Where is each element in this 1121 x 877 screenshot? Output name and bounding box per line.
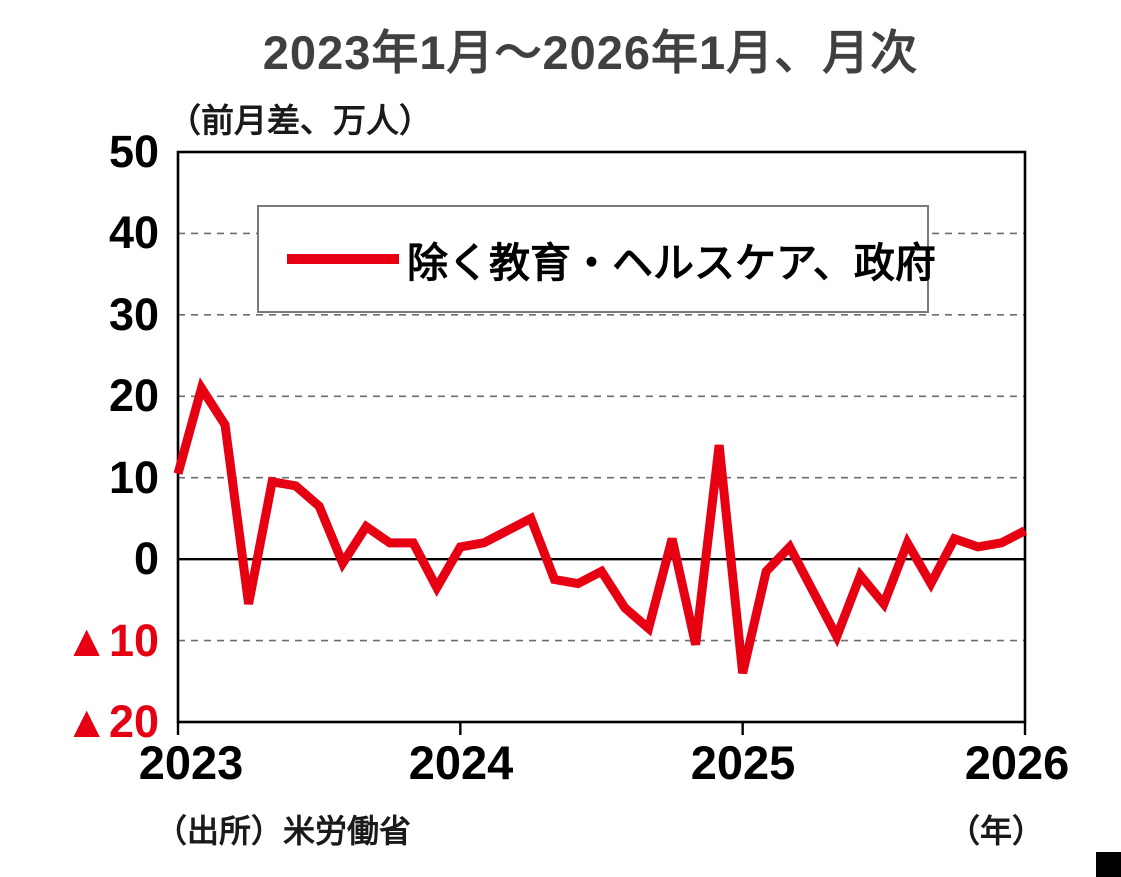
legend-series-label: 除く教育・ヘルスケア、政府 [407, 240, 936, 286]
chart-title: 2023年1月～2026年1月、月次 [262, 26, 919, 79]
legend-line-sample-icon [287, 254, 399, 264]
y-tick-label: 30 [108, 289, 159, 340]
y-tick-label-negative: ▲20 [64, 696, 159, 747]
y-tick-label: 50 [108, 126, 159, 177]
y-tick-label-negative: ▲10 [64, 615, 159, 666]
y-tick-label: 40 [108, 207, 159, 258]
y-tick-label: 10 [108, 452, 159, 503]
x-tick-label: 2026 [964, 736, 1070, 789]
y-axis-unit-label: （前月差、万人） [168, 102, 432, 139]
chart-legend: 除く教育・ヘルスケア、政府 [257, 205, 936, 313]
x-tick-label: 2024 [408, 736, 514, 789]
plot-border [176, 150, 1027, 724]
x-axis-unit-label: （年） [948, 813, 1045, 849]
data-series-line [173, 377, 1028, 675]
corner-mark [1096, 852, 1121, 877]
x-tick-label: 2025 [690, 736, 796, 789]
x-tick-label: 2023 [138, 736, 244, 789]
y-tick-label: 20 [108, 370, 159, 421]
y-tick-label: 0 [133, 533, 159, 584]
source-note: （出所）米労働省 [155, 813, 412, 849]
